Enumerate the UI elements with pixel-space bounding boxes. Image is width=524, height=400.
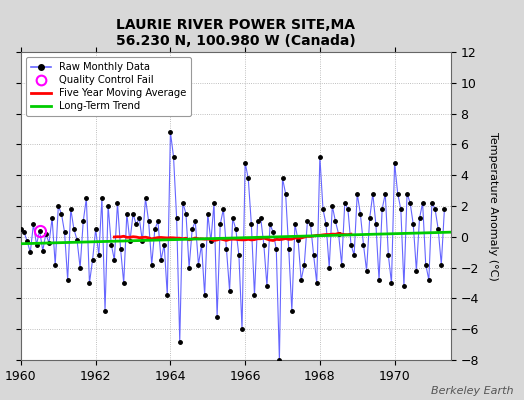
Legend: Raw Monthly Data, Quality Control Fail, Five Year Moving Average, Long-Term Tren: Raw Monthly Data, Quality Control Fail, … [26, 57, 191, 116]
Title: LAURIE RIVER POWER SITE,MA
56.230 N, 100.980 W (Canada): LAURIE RIVER POWER SITE,MA 56.230 N, 100… [116, 18, 356, 48]
Y-axis label: Temperature Anomaly (°C): Temperature Anomaly (°C) [488, 132, 498, 280]
Text: Berkeley Earth: Berkeley Earth [431, 386, 514, 396]
